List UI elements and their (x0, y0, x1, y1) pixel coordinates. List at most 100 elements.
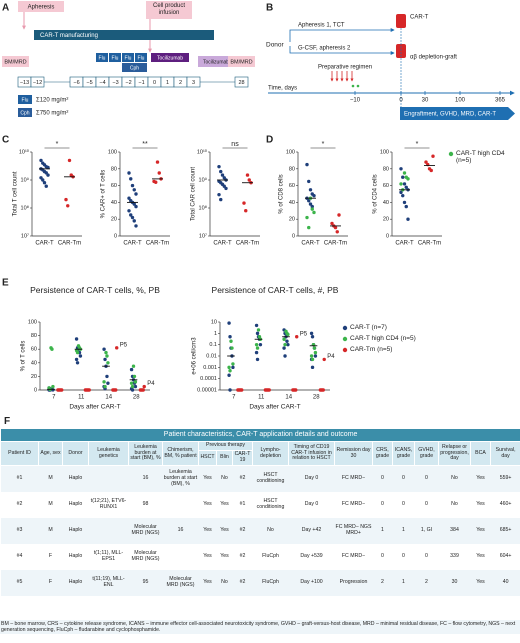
cell: Yes (470, 491, 491, 518)
flu: Flu (99, 55, 106, 61)
data-point (66, 204, 70, 208)
data-point (220, 173, 225, 177)
data-point (228, 369, 232, 373)
graft: αβ depletion-graft (410, 55, 457, 61)
manufacturing-bar (34, 30, 214, 40)
time-tick-label: 30 (422, 98, 429, 104)
manufacturing: CAR-T manufacturing (40, 33, 98, 39)
cell: Day +539 (288, 543, 335, 570)
y-tick-label: 40 (31, 360, 37, 366)
cell: Leukemia burden at start (BM), % (162, 465, 199, 492)
data-point (102, 347, 106, 351)
y-tick-label: 10¹⁰ (197, 148, 208, 155)
data-point (307, 225, 311, 230)
column-header: CRS, grade (372, 441, 393, 466)
cell: Molecular MRD (NGS) (162, 569, 199, 596)
data-point (74, 337, 79, 341)
y-axis-label: Total T cell count (13, 171, 19, 216)
x-tick-label: CAR-T (395, 241, 414, 247)
time-label: Time, days (268, 86, 297, 92)
cell: No (252, 517, 289, 544)
data-point (308, 188, 313, 192)
legend-box (18, 108, 32, 117)
arrow (289, 46, 395, 55)
legend-label-wrap: CAR-T high CD4 (n=5) (350, 335, 416, 342)
data-point (127, 196, 131, 200)
data-point (402, 200, 407, 205)
data-point (309, 354, 314, 358)
arrow (289, 28, 395, 42)
data-point (305, 215, 309, 220)
data-point (106, 381, 110, 385)
data-point (142, 384, 146, 389)
cell: Yes (216, 517, 233, 544)
cell: 1, GI (414, 517, 439, 544)
row: #5 F Haplo t(11;19), MLL-ENL 95 Molecular MRD… (0, 569, 520, 596)
day: 2 (179, 80, 182, 86)
legend-label: CAR-T (n=7) (350, 324, 387, 331)
header-row: Patient ID Age, sex Donor Leukemia genetics… (0, 441, 520, 466)
flu-box (96, 53, 108, 62)
cell: #2 (232, 569, 253, 596)
data-point (310, 207, 314, 211)
data-point (431, 154, 435, 158)
data-point (132, 374, 137, 379)
chart-title: Persistence of CAR-T cells, #, PB (211, 285, 339, 295)
data-point (401, 175, 405, 179)
cell: 16 (128, 465, 163, 492)
tocilizumab: Tocilizumab (203, 59, 229, 65)
cell: No (216, 569, 233, 596)
x-tick-label: CAR-Tm (236, 241, 259, 247)
cell: No (438, 491, 471, 518)
cph: Cph (130, 65, 139, 71)
data-point (401, 193, 405, 198)
y-tick-label: 80 (111, 166, 117, 172)
x-axis-label: Days after CAR-T (69, 404, 120, 411)
data-point (254, 342, 259, 347)
x-tick-label: 7 (232, 395, 236, 401)
cell: 339 (438, 543, 471, 570)
data-point (309, 331, 314, 336)
title-row: Patient characteristics, CAR-T applicati… (0, 429, 520, 442)
y-tick-label: 0 (34, 387, 37, 393)
data-point (312, 193, 316, 198)
cell: 0 (392, 465, 415, 492)
legend-label: CAR-T high CD4 (n=5) (456, 150, 505, 165)
dot (351, 84, 355, 88)
time-tick-label: 365 (495, 98, 506, 104)
table: Patient characteristics, CAR-T applicati… (0, 429, 520, 596)
column-header: Patient ID (0, 441, 39, 466)
point-label: P4 (327, 354, 335, 360)
legend-label-wrap: CAR-T (n=7) (350, 324, 387, 331)
x-tick-label: CAR-Tm (418, 241, 441, 247)
data-point (75, 350, 80, 355)
cell: HSCT conditioning (252, 465, 289, 492)
x-tick-label: 14 (285, 395, 292, 401)
flu-box (109, 53, 121, 62)
cell: #3 (0, 517, 39, 544)
cell: #2 (232, 543, 253, 570)
day: −1 (138, 80, 144, 86)
cell: 559+ (490, 465, 520, 492)
row: #1 M Haplo 16 Leukemia burden at start (BM),… (0, 465, 520, 492)
apheresis: Apheresis (28, 5, 55, 11)
data-point (310, 335, 315, 339)
legend-box (18, 95, 32, 104)
data-point (310, 365, 315, 370)
bm-mrd: BM/MRD (4, 59, 26, 65)
cell: 40 (490, 569, 520, 596)
x-tick-label: CAR-T (301, 241, 320, 247)
data-point (230, 346, 234, 350)
cell (88, 517, 129, 544)
data-point (286, 342, 290, 347)
x-tick-label: CAR-Tm (58, 241, 81, 247)
data-point (127, 171, 131, 175)
data-point (74, 357, 79, 362)
flu-box (122, 53, 134, 62)
cell: Progression (334, 569, 373, 596)
data-point (130, 215, 135, 220)
column-header: Age, sex (38, 441, 63, 466)
data-point (127, 209, 131, 213)
day: −13 (20, 80, 29, 86)
day: 0 (153, 80, 156, 86)
